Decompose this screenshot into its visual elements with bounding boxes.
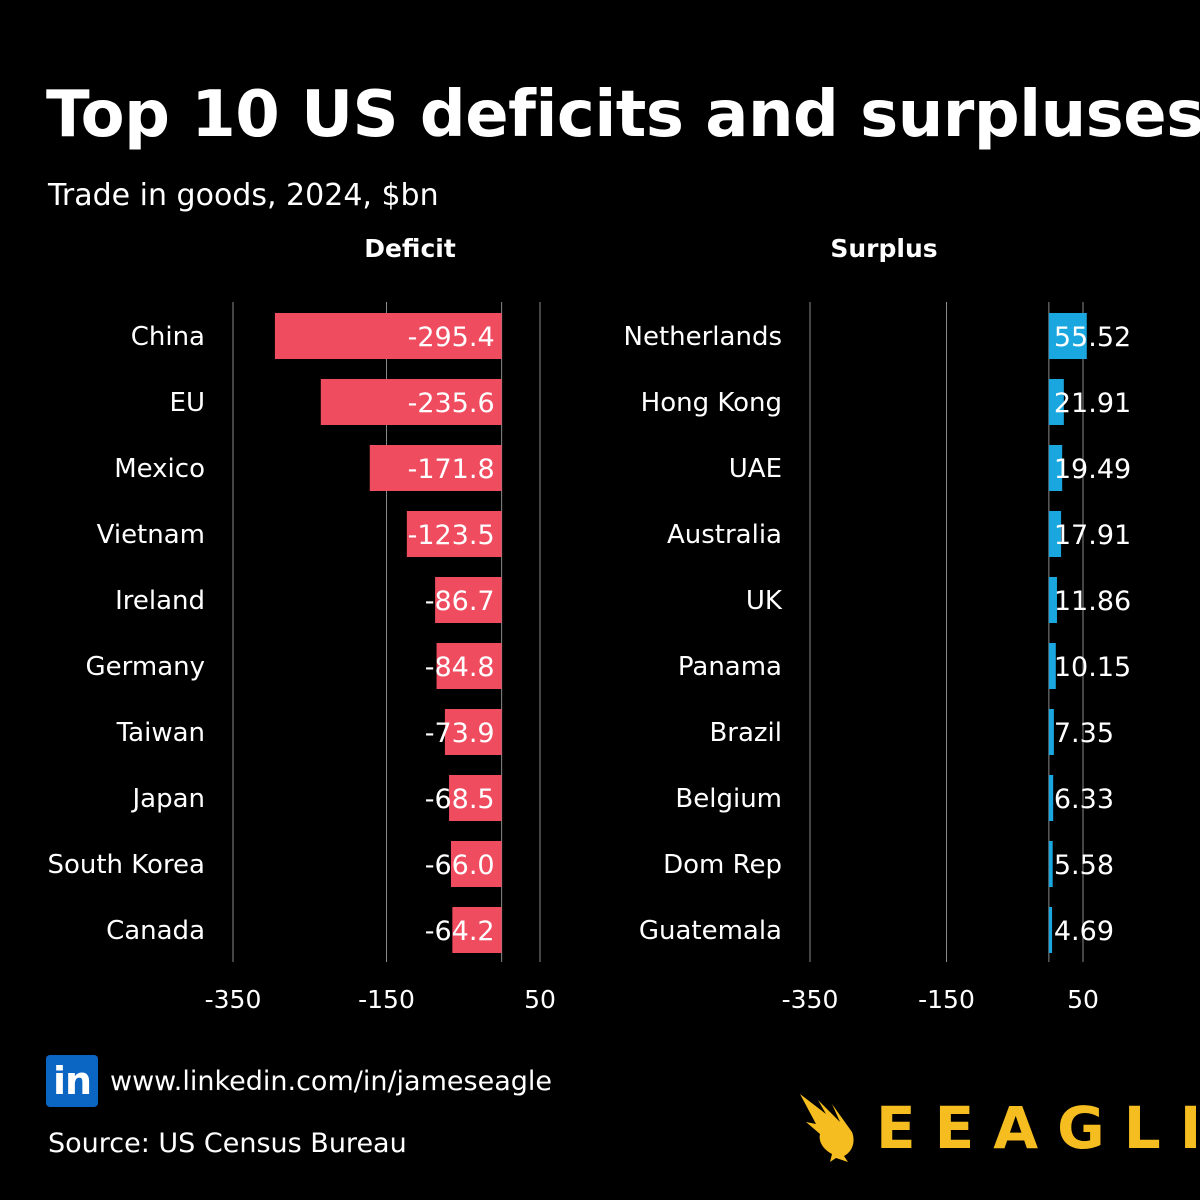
- surplus-value-label: 7.35: [1054, 718, 1114, 749]
- surplus-category-label: Hong Kong: [641, 388, 782, 418]
- deficit-bar: [369, 445, 502, 491]
- deficit-value-label: -84.8: [425, 652, 495, 683]
- deficit-value-label: -68.5: [425, 784, 495, 815]
- deficit-value-label: -171.8: [408, 454, 495, 485]
- surplus-bar: [1048, 577, 1057, 623]
- deficit-bar: [320, 379, 502, 425]
- surplus-category-label: Guatemala: [639, 916, 782, 946]
- surplus-bar: [1048, 907, 1053, 953]
- surplus-category-label: Netherlands: [624, 322, 783, 352]
- surplus-bar: [1048, 643, 1056, 689]
- deficit-bar: [444, 709, 502, 755]
- linkedin-icon: in: [46, 1055, 98, 1107]
- surplus-tick-label: -350: [782, 985, 839, 1014]
- surplus-bar: [1048, 775, 1054, 821]
- surplus-category-label: Dom Rep: [663, 850, 782, 880]
- chart-subtitle: Trade in goods, 2024, $bn: [48, 178, 439, 213]
- deficit-tick-label: -350: [205, 985, 262, 1014]
- surplus-bar: [1048, 445, 1063, 491]
- deficit-bar: [452, 907, 502, 953]
- deficit-value-label: -86.7: [425, 586, 495, 617]
- deficit-category-label: Japan: [130, 784, 205, 814]
- deficit-category-label: China: [131, 322, 205, 352]
- deficit-value-label: -66.0: [425, 850, 495, 881]
- deficit-category-label: Vietnam: [97, 520, 205, 550]
- linkedin-link[interactable]: in www.linkedin.com/in/jameseagle: [46, 1055, 552, 1107]
- deficit-bar: [406, 511, 502, 557]
- deficit-tick-label: 50: [524, 985, 556, 1014]
- surplus-value-label: 4.69: [1054, 916, 1114, 947]
- deficit-value-label: -64.2: [425, 916, 495, 947]
- surplus-value-label: 5.58: [1054, 850, 1114, 881]
- eagle-icon: [800, 1094, 854, 1162]
- deficit-value-label: -73.9: [425, 718, 495, 749]
- surplus-tick-label: -150: [918, 985, 975, 1014]
- deficit-bar: [274, 313, 502, 359]
- deficit-category-label: South Korea: [47, 850, 205, 880]
- surplus-category-label: Belgium: [675, 784, 782, 814]
- surplus-category-label: Panama: [678, 652, 782, 682]
- source-note: Source: US Census Bureau: [48, 1128, 407, 1159]
- deficit-value-label: -235.6: [408, 388, 495, 419]
- deficit-panel-title: Deficit: [364, 234, 456, 263]
- deficit-bar: [449, 775, 502, 821]
- deficit-value-label: -123.5: [408, 520, 495, 551]
- surplus-value-label: 11.86: [1054, 586, 1131, 617]
- deficit-category-label: Taiwan: [116, 718, 205, 748]
- surplus-value-label: 21.91: [1054, 388, 1131, 419]
- surplus-bar: [1048, 841, 1053, 887]
- surplus-bar: [1048, 709, 1054, 755]
- surplus-bar: [1048, 379, 1064, 425]
- surplus-value-label: 17.91: [1054, 520, 1131, 551]
- deficit-bar: [450, 841, 502, 887]
- deficit-category-label: EU: [170, 388, 205, 418]
- deficit-tick-label: -150: [358, 985, 415, 1014]
- surplus-tick-label: 50: [1067, 985, 1099, 1014]
- deficit-category-label: Mexico: [114, 454, 205, 484]
- surplus-category-label: UK: [746, 586, 783, 616]
- surplus-bar: [1048, 313, 1087, 359]
- surplus-category-label: Australia: [667, 520, 782, 550]
- deficit-bar: [435, 577, 502, 623]
- surplus-value-label: 10.15: [1054, 652, 1131, 683]
- surplus-bar: [1048, 511, 1062, 557]
- surplus-category-label: Brazil: [709, 718, 782, 748]
- surplus-value-label: 55.52: [1054, 322, 1131, 353]
- surplus-category-label: UAE: [729, 454, 782, 484]
- deficit-category-label: Ireland: [115, 586, 205, 616]
- linkedin-url[interactable]: www.linkedin.com/in/jameseagle: [110, 1065, 552, 1097]
- surplus-value-label: 19.49: [1054, 454, 1131, 485]
- brand-logo: EEAGLI: [796, 1092, 1200, 1164]
- brand-name: EEAGLI: [876, 1094, 1200, 1162]
- deficit-value-label: -295.4: [408, 322, 495, 353]
- surplus-value-label: 6.33: [1054, 784, 1114, 815]
- chart-title: Top 10 US deficits and surpluses: [46, 78, 1200, 152]
- deficit-category-label: Germany: [85, 652, 205, 682]
- surplus-panel-title: Surplus: [830, 234, 938, 263]
- deficit-category-label: Canada: [106, 916, 205, 946]
- deficit-bar: [436, 643, 502, 689]
